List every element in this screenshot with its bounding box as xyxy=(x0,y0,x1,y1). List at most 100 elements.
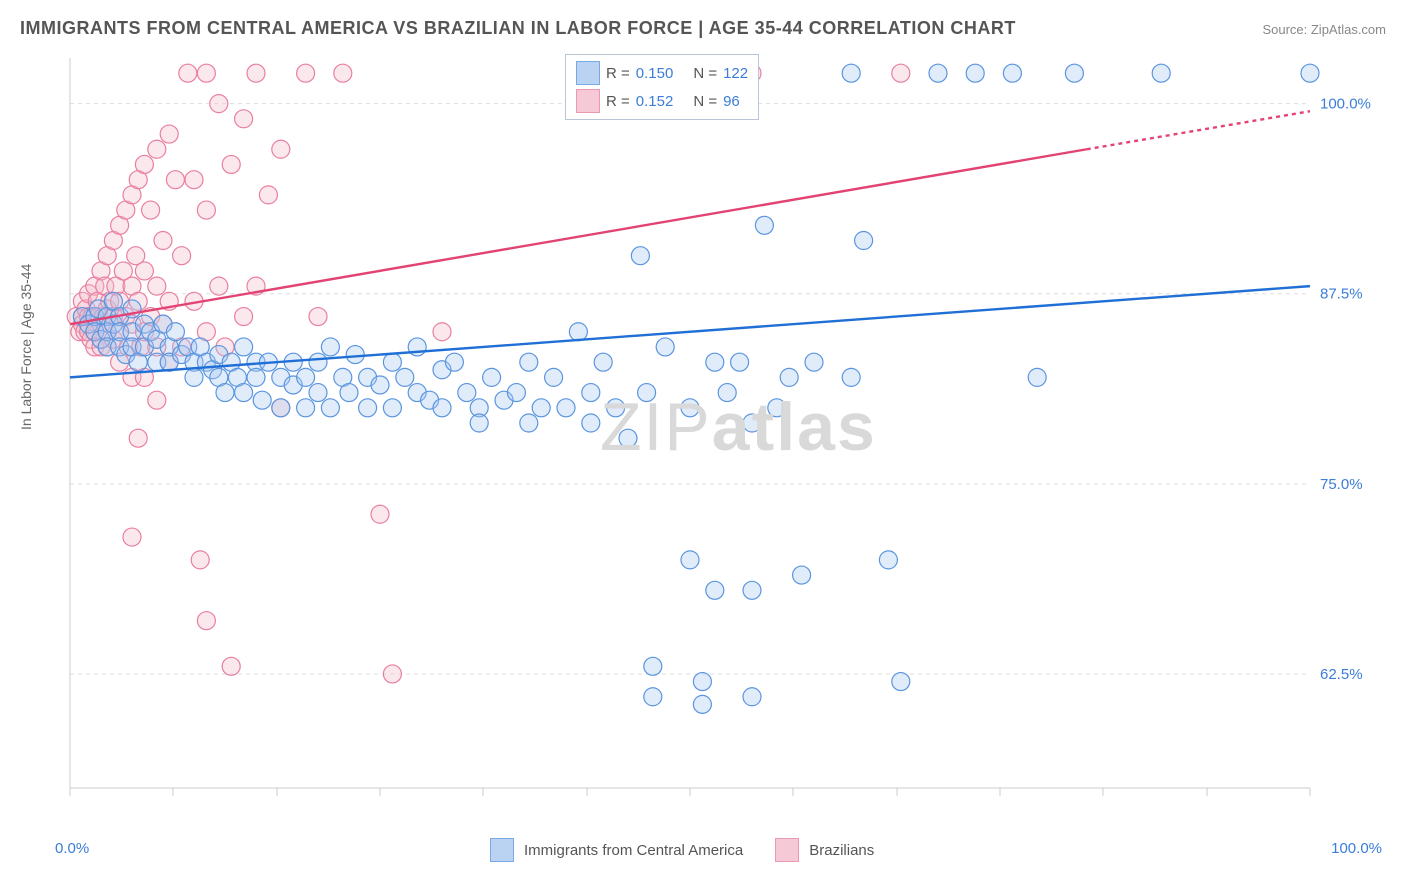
data-point-central_america xyxy=(569,323,587,341)
data-point-central_america xyxy=(855,232,873,250)
y-tick-label: 87.5% xyxy=(1320,286,1363,303)
source-link[interactable]: ZipAtlas.com xyxy=(1311,22,1386,37)
correlation-legend: R = 0.150N = 122R = 0.152 N = 96 xyxy=(565,54,759,120)
data-point-brazilians xyxy=(148,277,166,295)
data-point-central_america xyxy=(842,368,860,386)
legend-r-label: R = xyxy=(606,65,630,82)
data-point-central_america xyxy=(793,566,811,584)
data-point-brazilians xyxy=(197,64,215,82)
data-point-central_america xyxy=(309,384,327,402)
data-point-central_america xyxy=(656,338,674,356)
y-tick-label: 75.0% xyxy=(1320,476,1363,493)
x-axis-min-label: 0.0% xyxy=(55,840,89,857)
data-point-brazilians xyxy=(222,155,240,173)
data-point-central_america xyxy=(532,399,550,417)
data-point-brazilians xyxy=(129,429,147,447)
data-point-central_america xyxy=(458,384,476,402)
legend-r-value: 0.152 xyxy=(636,93,674,110)
data-point-central_america xyxy=(247,368,265,386)
data-point-brazilians xyxy=(154,232,172,250)
legend-row-central_america: R = 0.150N = 122 xyxy=(576,59,748,87)
data-point-brazilians xyxy=(210,277,228,295)
data-point-central_america xyxy=(297,399,315,417)
data-point-central_america xyxy=(396,368,414,386)
data-point-central_america xyxy=(619,429,637,447)
data-point-central_america xyxy=(507,384,525,402)
series-legend: Immigrants from Central AmericaBrazilian… xyxy=(490,838,896,862)
y-axis-label: In Labor Force | Age 35-44 xyxy=(18,264,34,430)
trendline-central_america xyxy=(70,286,1310,377)
legend-swatch-brazilians xyxy=(576,89,600,113)
data-point-brazilians xyxy=(148,391,166,409)
data-point-brazilians xyxy=(235,308,253,326)
data-point-brazilians xyxy=(148,140,166,158)
data-point-central_america xyxy=(445,353,463,371)
data-point-central_america xyxy=(706,353,724,371)
data-point-central_america xyxy=(520,353,538,371)
data-point-central_america xyxy=(755,216,773,234)
data-point-central_america xyxy=(768,399,786,417)
data-point-central_america xyxy=(731,353,749,371)
data-point-central_america xyxy=(805,353,823,371)
data-point-central_america xyxy=(346,346,364,364)
data-point-brazilians xyxy=(297,64,315,82)
data-point-brazilians xyxy=(173,247,191,265)
data-point-central_america xyxy=(743,581,761,599)
data-point-central_america xyxy=(706,581,724,599)
data-point-central_america xyxy=(371,376,389,394)
data-point-central_america xyxy=(321,338,339,356)
source-label: Source: xyxy=(1262,22,1310,37)
data-point-central_america xyxy=(557,399,575,417)
data-point-central_america xyxy=(483,368,501,386)
trendline-tail-brazilians xyxy=(1087,111,1310,149)
data-point-brazilians xyxy=(135,262,153,280)
data-point-brazilians xyxy=(191,551,209,569)
data-point-brazilians xyxy=(892,64,910,82)
data-point-central_america xyxy=(383,353,401,371)
source-attribution: Source: ZipAtlas.com xyxy=(1262,22,1386,37)
legend-label-brazilians: Brazilians xyxy=(809,842,874,859)
data-point-central_america xyxy=(272,399,290,417)
data-point-brazilians xyxy=(309,308,327,326)
data-point-brazilians xyxy=(142,201,160,219)
data-point-central_america xyxy=(582,384,600,402)
legend-n-value: 96 xyxy=(723,93,740,110)
trendline-brazilians xyxy=(70,149,1087,324)
data-point-central_america xyxy=(842,64,860,82)
legend-n-label: N = xyxy=(693,65,717,82)
x-axis-max-label: 100.0% xyxy=(1331,840,1382,857)
data-point-brazilians xyxy=(259,186,277,204)
legend-row-brazilians: R = 0.152N = 96 xyxy=(576,87,748,115)
data-point-central_america xyxy=(607,399,625,417)
data-point-brazilians xyxy=(185,171,203,189)
data-point-brazilians xyxy=(179,64,197,82)
data-point-central_america xyxy=(545,368,563,386)
data-point-brazilians xyxy=(222,657,240,675)
data-point-central_america xyxy=(681,399,699,417)
data-point-central_america xyxy=(297,368,315,386)
legend-swatch-central_america xyxy=(490,838,514,862)
data-point-central_america xyxy=(1301,64,1319,82)
data-point-brazilians xyxy=(166,171,184,189)
data-point-central_america xyxy=(185,368,203,386)
data-point-central_america xyxy=(966,64,984,82)
data-point-brazilians xyxy=(371,505,389,523)
data-point-brazilians xyxy=(197,612,215,630)
data-point-central_america xyxy=(1003,64,1021,82)
scatter-plot: 62.5%75.0%87.5%100.0% ZIPatlas R = 0.150… xyxy=(60,48,1380,818)
data-point-brazilians xyxy=(272,140,290,158)
legend-n-value: 122 xyxy=(723,65,748,82)
data-point-central_america xyxy=(644,657,662,675)
data-point-brazilians xyxy=(334,64,352,82)
data-point-central_america xyxy=(681,551,699,569)
data-point-central_america xyxy=(309,353,327,371)
data-point-central_america xyxy=(743,688,761,706)
legend-n-label: N = xyxy=(693,93,717,110)
data-point-central_america xyxy=(433,399,451,417)
data-point-brazilians xyxy=(235,110,253,128)
data-point-central_america xyxy=(235,384,253,402)
y-tick-label: 62.5% xyxy=(1320,666,1363,683)
data-point-central_america xyxy=(594,353,612,371)
data-point-central_america xyxy=(780,368,798,386)
data-point-central_america xyxy=(383,399,401,417)
